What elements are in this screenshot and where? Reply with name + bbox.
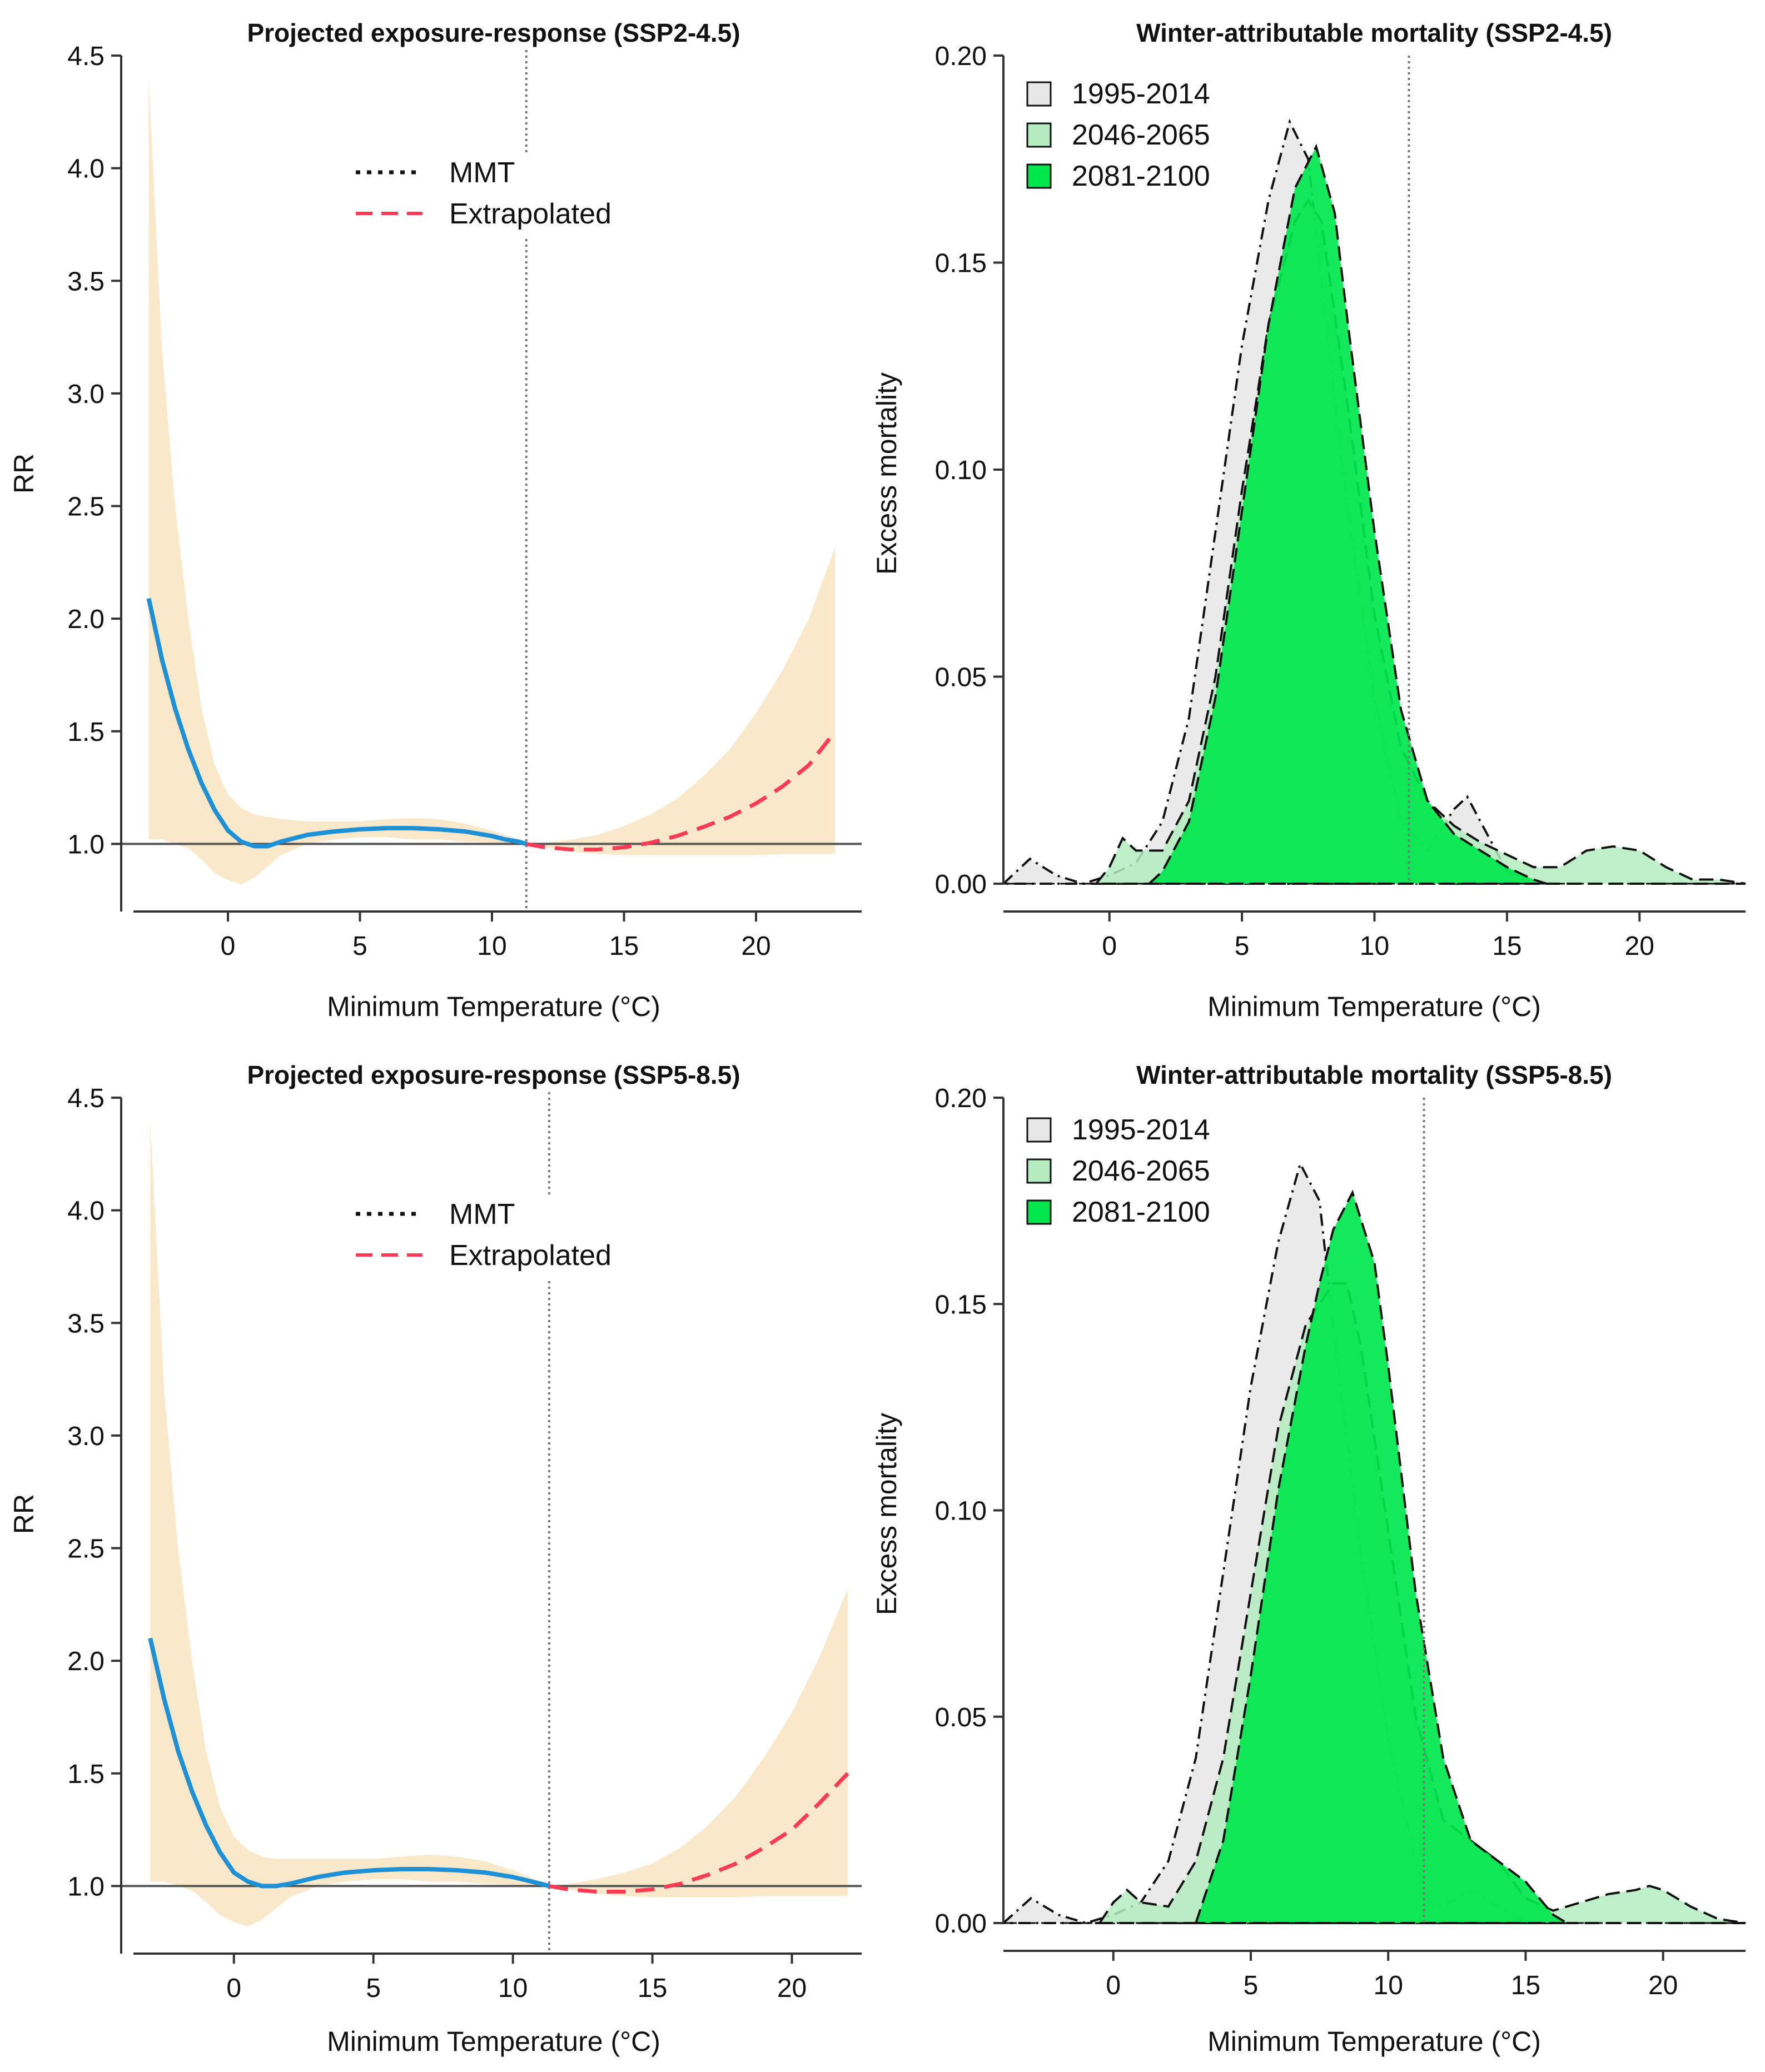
legend-swatch-1995-2014: [1026, 1117, 1052, 1143]
plot-area: 0.00 0.05 0.10 0.15 0.20 0 5 10 15 20: [935, 1084, 1746, 2000]
x-tick-label: 0: [1106, 1971, 1121, 2000]
x-tick-label: 10: [1374, 1971, 1403, 2000]
series-line-extrapolated: [526, 730, 837, 852]
panel-exposure-response-ssp245: Projected exposure-response (SSP2-4.5) R…: [8, 18, 862, 1022]
legend-swatch-2046-2065: [1026, 1158, 1052, 1184]
legend: MMT Extrapolated: [356, 157, 611, 230]
x-tick-label: 20: [777, 1974, 807, 2003]
y-tick-label: 1.5: [67, 1760, 105, 1789]
area-2081-2100: [1146, 143, 1548, 885]
panel-title: Projected exposure-response (SSP5-8.5): [247, 1060, 740, 1089]
x-tick-label: 5: [1235, 932, 1250, 961]
legend-swatch-2081-2100: [1026, 1199, 1052, 1225]
legend-mmt-label: MMT: [449, 157, 515, 189]
legend-mmt-label: MMT: [449, 1198, 515, 1231]
y-tick-label: 0.20: [935, 1084, 987, 1113]
x-tick-label: 20: [741, 932, 770, 961]
y-tick-label: 3.0: [67, 1422, 105, 1451]
panel-winter-mortality-ssp245: Winter-attributable mortality (SSP2-4.5)…: [871, 18, 1746, 1022]
y-tick-label: 1.5: [67, 718, 105, 747]
plot-area: 0.00 0.05 0.10 0.15 0.20 0 5 10 15 20: [935, 42, 1746, 961]
legend-swatch-1995-2014: [1026, 81, 1052, 107]
legend-label-2081-2100: 2081-2100: [1072, 160, 1210, 192]
legend-extrapolated-label: Extrapolated: [449, 198, 611, 230]
y-tick-label: 0.10: [935, 1497, 987, 1526]
y-tick-label: 2.5: [67, 492, 105, 522]
y-tick-label: 2.0: [67, 605, 105, 634]
panel-title: Winter-attributable mortality (SSP5-8.5): [1136, 1060, 1612, 1089]
x-tick-label: 10: [498, 1974, 528, 2003]
y-tick-label: 0.20: [935, 42, 987, 71]
y-tick-label: 3.0: [67, 380, 105, 409]
y-tick-label: 4.5: [67, 42, 105, 71]
y-tick-label: 0.15: [935, 1290, 987, 1319]
legend: MMT Extrapolated: [356, 1198, 611, 1272]
y-axis-label: Excess mortality: [871, 372, 902, 575]
y-tick-label: 4.0: [67, 1197, 105, 1226]
y-tick-label: 4.0: [67, 155, 105, 184]
legend-label-1995-2014: 1995-2014: [1072, 1114, 1210, 1146]
y-tick-label: 0.00: [935, 1909, 987, 1939]
area-2081-2100: [1194, 1189, 1571, 1924]
y-tick-label: 3.5: [67, 1309, 105, 1338]
x-tick-label: 15: [1511, 1971, 1540, 2000]
y-tick-label: 2.5: [67, 1535, 105, 1564]
legend-label-1995-2014: 1995-2014: [1072, 78, 1210, 110]
y-tick-label: 1.0: [67, 1872, 105, 1901]
panel-exposure-response-ssp585: Projected exposure-response (SSP5-8.5) R…: [8, 1060, 862, 2057]
legend-label-2081-2100: 2081-2100: [1072, 1196, 1210, 1228]
y-tick-label: 1.0: [67, 830, 105, 859]
x-tick-label: 5: [366, 1974, 381, 2003]
y-tick-label: 2.0: [67, 1647, 105, 1676]
y-tick-label: 3.5: [67, 267, 105, 296]
x-tick-label: 10: [477, 932, 506, 961]
y-tick-label: 0.05: [935, 1703, 987, 1732]
x-tick-label: 5: [1244, 1971, 1259, 2000]
x-tick-label: 15: [609, 932, 639, 961]
x-axis-label: Minimum Temperature (°C): [327, 2026, 660, 2057]
y-tick-label: 0.15: [935, 249, 987, 278]
x-axis-label: Minimum Temperature (°C): [327, 991, 660, 1022]
x-tick-label: 15: [638, 1974, 667, 2003]
panel-title: Projected exposure-response (SSP2-4.5): [247, 18, 740, 47]
x-tick-label: 5: [352, 932, 367, 961]
y-tick-label: 0.05: [935, 663, 987, 693]
ci-band: [148, 78, 836, 885]
ci-band: [150, 1120, 848, 1927]
x-tick-label: 0: [226, 1974, 241, 2003]
legend: 1995-2014 2046-2065 2081-2100: [1026, 78, 1210, 192]
x-axis-label: Minimum Temperature (°C): [1207, 991, 1541, 1022]
plot-area: 1.0 1.5 2.0 2.5 3.0 3.5 4.0 4.5 0 5 10 15 20: [67, 42, 862, 961]
x-axis-label: Minimum Temperature (°C): [1207, 2026, 1541, 2057]
legend-extrapolated-label: Extrapolated: [449, 1239, 611, 1272]
legend-label-2046-2065: 2046-2065: [1072, 119, 1210, 151]
series-line-observed: [146, 597, 527, 849]
series-line-observed: [148, 1637, 550, 1889]
panel-winter-mortality-ssp585: Winter-attributable mortality (SSP5-8.5)…: [871, 1060, 1746, 2057]
plot-area: 1.0 1.5 2.0 2.5 3.0 3.5 4.0 4.5 0 5 10 15 20: [67, 1084, 862, 2003]
legend-swatch-2046-2065: [1026, 122, 1052, 148]
x-tick-label: 0: [221, 932, 236, 961]
legend: 1995-2014 2046-2065 2081-2100: [1026, 1114, 1210, 1228]
y-tick-label: 0.00: [935, 870, 987, 899]
x-tick-label: 0: [1102, 932, 1117, 961]
panel-title: Winter-attributable mortality (SSP2-4.5): [1136, 18, 1612, 47]
y-tick-label: 4.5: [67, 1084, 105, 1113]
y-tick-label: 0.10: [935, 456, 987, 485]
y-axis-label: RR: [8, 454, 39, 494]
series-line-extrapolated: [549, 1772, 849, 1894]
legend-swatch-2081-2100: [1026, 163, 1052, 189]
y-axis-label: Excess mortality: [871, 1413, 902, 1615]
x-tick-label: 10: [1360, 932, 1389, 961]
x-tick-label: 20: [1648, 1971, 1678, 2000]
x-tick-label: 15: [1492, 932, 1522, 961]
x-tick-label: 20: [1625, 932, 1654, 961]
y-axis-label: RR: [8, 1494, 39, 1534]
legend-label-2046-2065: 2046-2065: [1072, 1155, 1210, 1187]
